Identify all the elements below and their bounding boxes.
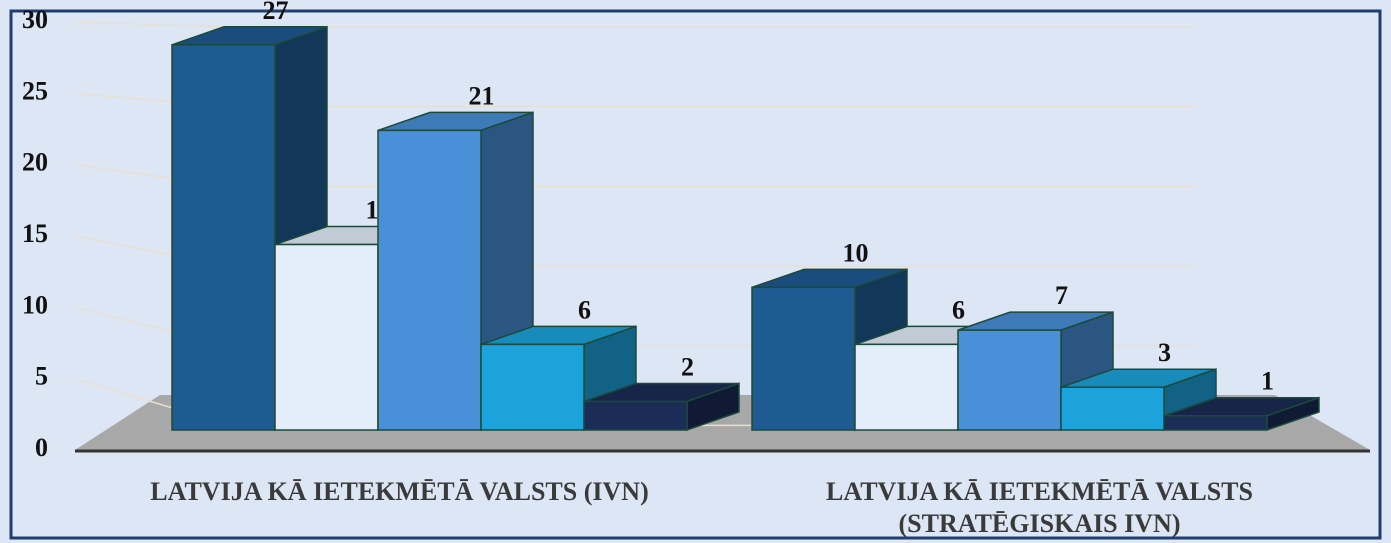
frame <box>9 9 1382 540</box>
bar <box>957 329 1062 431</box>
grid-line <box>74 21 231 28</box>
value-label: 2 <box>681 352 694 381</box>
y-tick-label: 0 <box>35 433 48 462</box>
bar <box>377 129 482 431</box>
value-label: 1 <box>1261 367 1274 396</box>
bar <box>854 343 959 431</box>
y-tick-label: 20 <box>22 148 48 177</box>
value-label: 21 <box>469 81 495 110</box>
x-tick-label: LATVIJA KĀ IETEKMĒTĀ VALSTS (STRATĒGISKA… <box>826 477 1253 538</box>
y-tick-label: 15 <box>22 219 48 248</box>
value-label: 27 <box>263 0 289 25</box>
value-label: 6 <box>578 295 591 324</box>
y-tick-label: 30 <box>22 5 48 34</box>
value-label: 3 <box>1158 338 1171 367</box>
bar <box>480 343 585 431</box>
value-label: 10 <box>843 238 869 267</box>
y-tick-label: 25 <box>22 76 48 105</box>
bar <box>274 243 379 431</box>
bar <box>751 286 856 431</box>
bar <box>1060 386 1165 431</box>
bar <box>1163 414 1268 431</box>
value-label: 7 <box>1055 281 1068 310</box>
bar <box>171 44 276 431</box>
value-label: 6 <box>952 295 965 324</box>
bar <box>583 400 688 431</box>
y-tick-label: 10 <box>22 290 48 319</box>
x-tick-label: LATVIJA KĀ IETEKMĒTĀ VALSTS (IVN) <box>150 477 649 506</box>
y-tick-label: 5 <box>35 362 48 391</box>
